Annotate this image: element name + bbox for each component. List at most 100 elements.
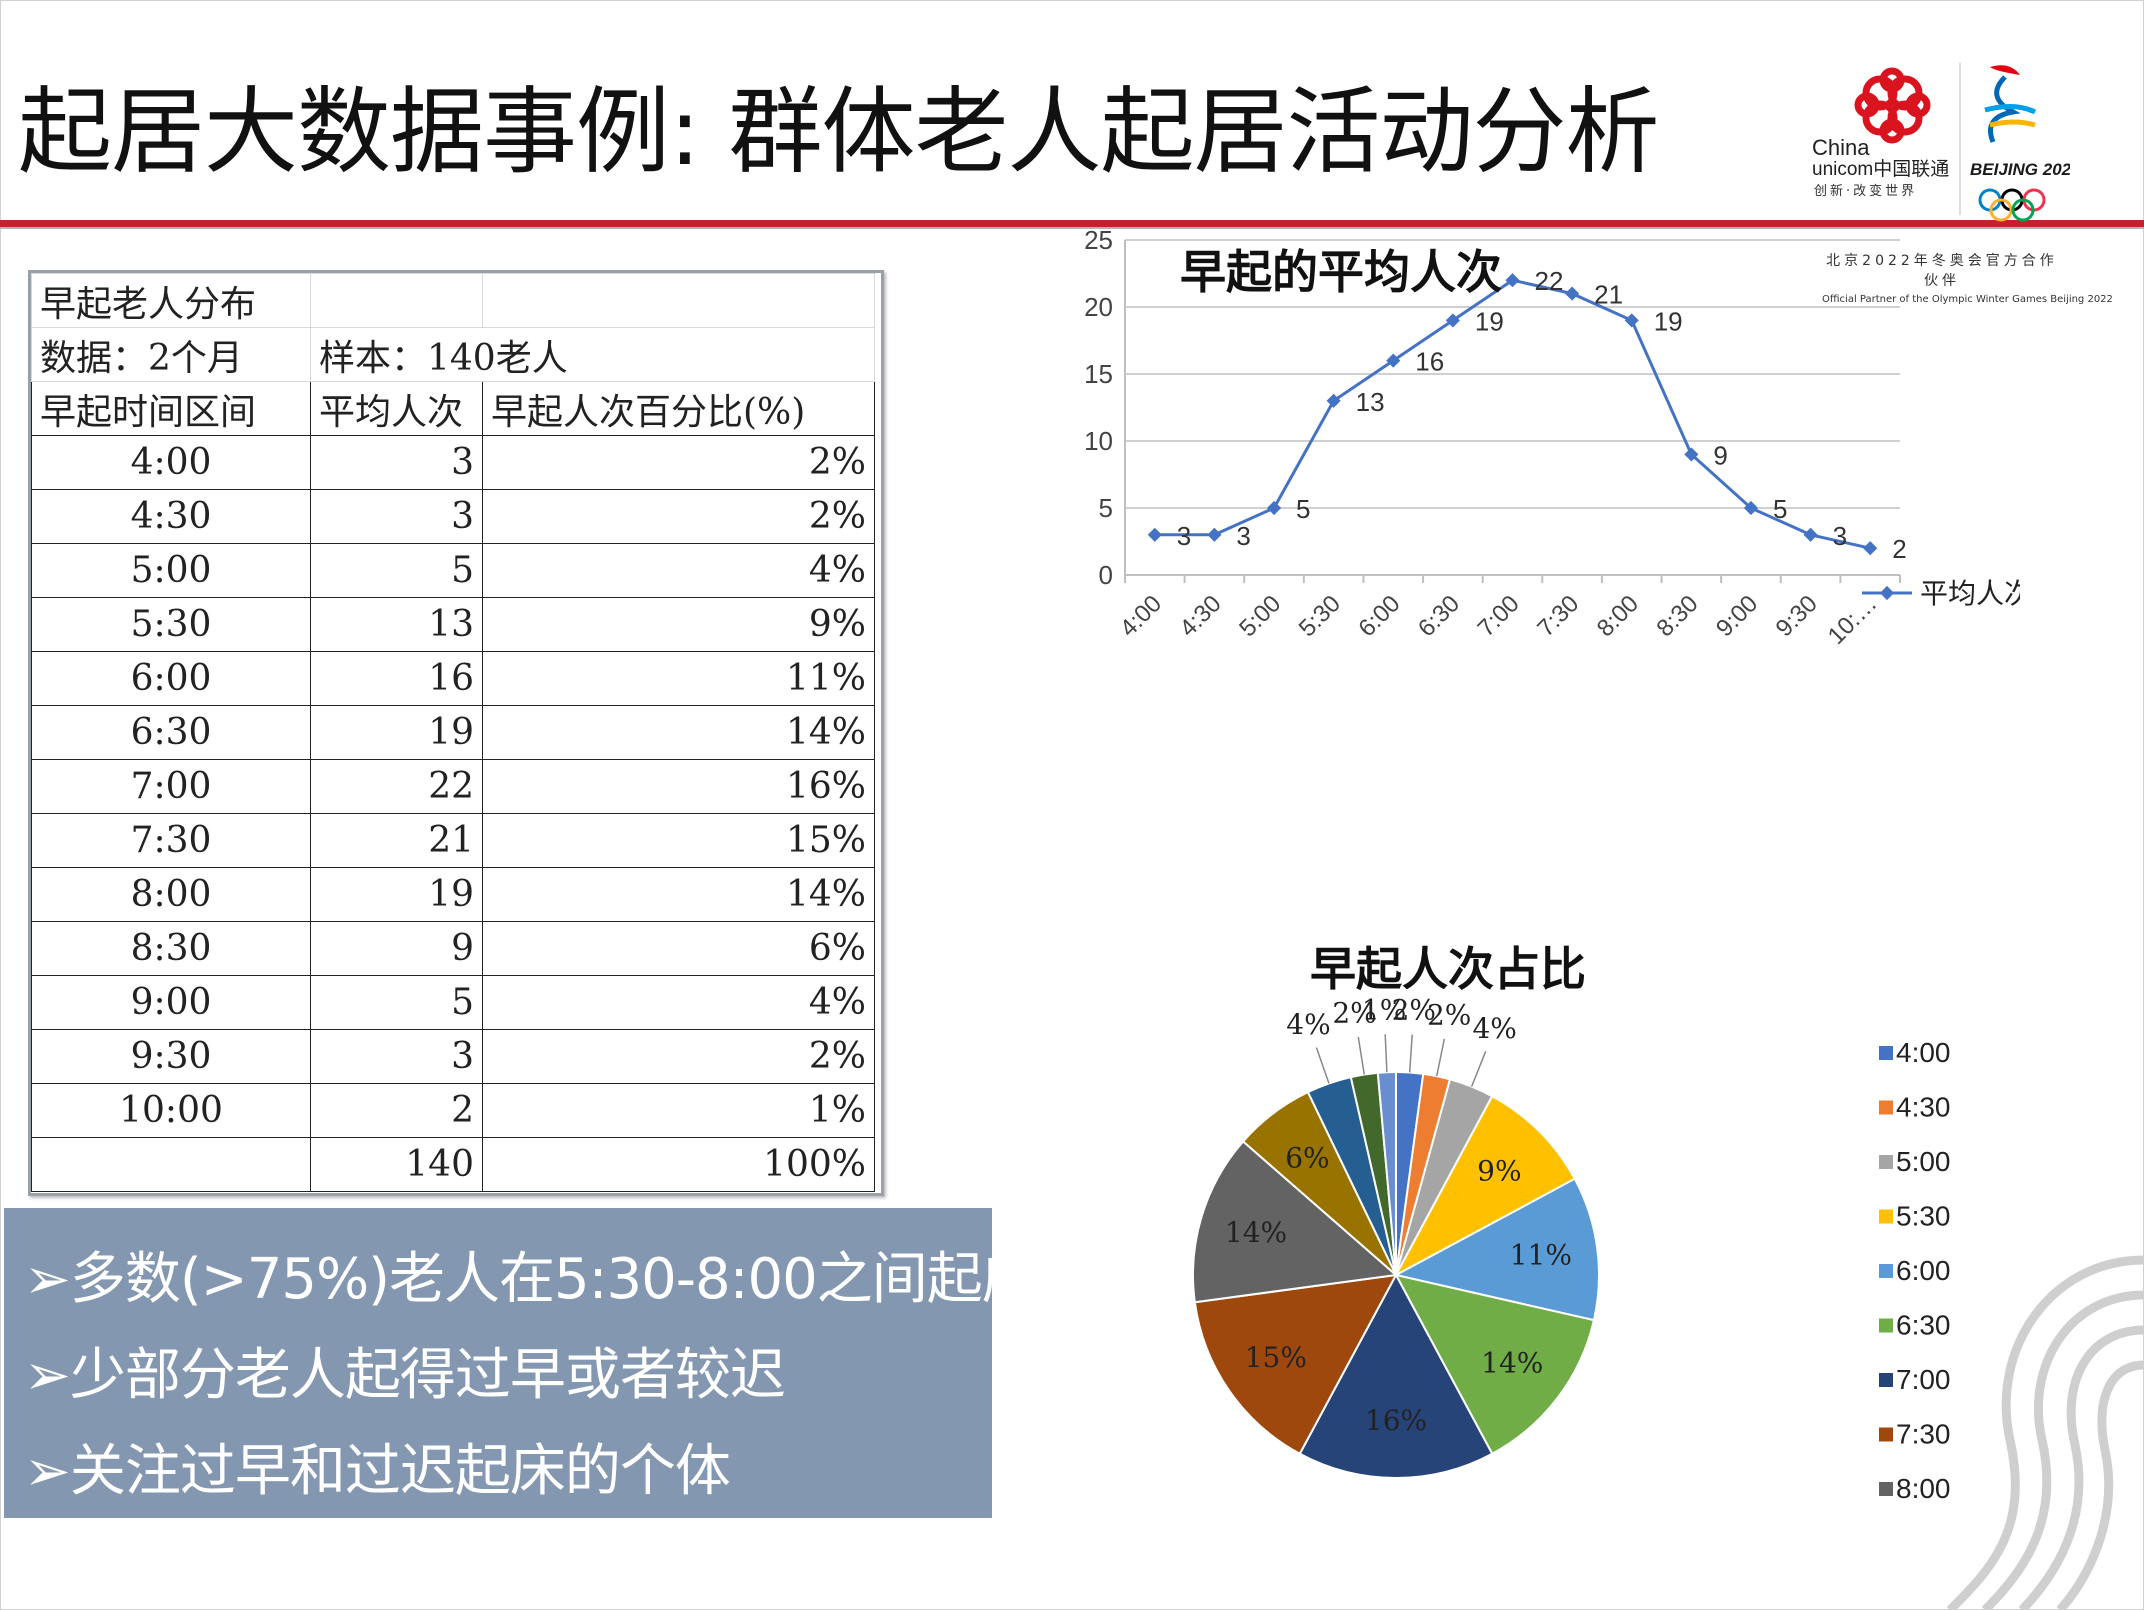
table-data-label: 数据：2个月 — [31, 327, 311, 382]
table-row: 7:30 21 15% — [31, 813, 875, 868]
data-label: 5 — [1296, 494, 1310, 524]
early-rising-table: 早起老人分布 数据：2个月 样本：140老人 早起时间区间 平均人次 早起人次百… — [28, 270, 884, 1196]
legend-swatch — [1879, 1427, 1893, 1442]
data-label: 5 — [1773, 494, 1787, 524]
bullet-2: ➢少部分老人起得过早或者较迟 — [24, 1343, 786, 1408]
legend-label: 5:00 — [1896, 1146, 1951, 1177]
legend-swatch — [1879, 1482, 1893, 1496]
x-tick-label: 8:30 — [1651, 590, 1703, 642]
cell-avg: 19 — [310, 867, 483, 922]
data-label: 3 — [1833, 521, 1847, 551]
data-point — [1207, 527, 1222, 542]
pie-slice — [1298, 1272, 1494, 1479]
logo-unicom-text: unicom中国联通 — [1812, 158, 1949, 180]
cell-time: 5:00 — [31, 543, 311, 598]
y-tick-label: 0 — [1099, 560, 1113, 590]
cell-avg: 5 — [310, 975, 483, 1030]
legend-swatch — [1879, 1155, 1893, 1169]
legend-label: 7:00 — [1896, 1364, 1951, 1395]
header-percent: 早起人次百分比(%) — [482, 381, 875, 436]
cell-avg: 3 — [310, 435, 483, 490]
logo-china-text: China — [1812, 135, 1870, 160]
pie-slice — [1393, 1094, 1577, 1278]
olympic-rings-icon — [1978, 188, 2046, 222]
cell-avg: 19 — [310, 705, 483, 760]
data-label: 9 — [1713, 440, 1727, 470]
table-row: 9:30 3 2% — [31, 1029, 875, 1084]
legend-label: 8:00 — [1896, 1473, 1951, 1504]
leader-line — [1470, 1051, 1487, 1087]
pie-percent-label: 14% — [1481, 1347, 1543, 1380]
beijing-2022-emblem-icon — [1984, 65, 2037, 143]
table-row: 6:30 19 14% — [31, 705, 875, 760]
partner-en: Official Partner of the Olympic Winter G… — [1822, 294, 2113, 305]
cell-percent: 4% — [482, 543, 875, 598]
cell-time: 7:30 — [31, 813, 311, 868]
legend-label: 4:00 — [1896, 1037, 1951, 1068]
cell-avg: 5 — [310, 543, 483, 598]
pie-percent-label: 4% — [1286, 1008, 1330, 1041]
table-row: 9:00 5 4% — [31, 975, 875, 1030]
slide-title: 起居大数据事例: 群体老人起居活动分析 — [18, 78, 1660, 187]
pie-slice — [1193, 1273, 1398, 1456]
x-tick-label: 10:… — [1823, 590, 1883, 650]
cell-avg: 9 — [310, 921, 483, 976]
cell-time: 4:00 — [31, 435, 311, 490]
legend-label: 7:30 — [1896, 1419, 1951, 1450]
pie-percent-label: 11% — [1510, 1238, 1572, 1271]
logo-slogan-text: 创新·改变世界 — [1814, 183, 1917, 199]
data-label: 13 — [1356, 387, 1385, 417]
cell-time — [31, 1137, 311, 1192]
x-tick-label: 6:00 — [1353, 590, 1405, 642]
table-sample-label: 样本：140老人 — [310, 327, 875, 382]
header-avg: 平均人次 — [310, 381, 483, 436]
pie-slice — [1393, 1177, 1600, 1322]
table-row: 6:00 16 11% — [31, 651, 875, 706]
table-total-row: 140 100% — [31, 1137, 875, 1192]
legend-label: 6:00 — [1896, 1255, 1951, 1286]
bullet-3: ➢关注过早和过迟起床的个体 — [24, 1439, 731, 1504]
y-tick-label: 5 — [1099, 493, 1113, 523]
data-point — [1743, 500, 1759, 516]
bullet-1: ➢多数(>75%)老人在5:30-8:00之间起床 — [24, 1247, 1038, 1312]
legend-swatch — [1879, 1373, 1893, 1387]
leader-line — [1384, 1034, 1388, 1073]
x-tick-label: 9:30 — [1771, 590, 1823, 642]
cell-percent: 2% — [482, 435, 875, 490]
cell-avg: 22 — [310, 759, 483, 814]
cell-percent: 15% — [482, 813, 875, 868]
cell-avg: 140 — [310, 1137, 483, 1192]
table-row: 8:30 9 6% — [31, 921, 875, 976]
cell-avg: 13 — [310, 597, 483, 652]
cell-percent: 2% — [482, 1029, 875, 1084]
title-underline-red — [0, 220, 2144, 227]
cell-time: 9:00 — [31, 975, 311, 1030]
logo-beijing-text: BEIJING 2022 — [1970, 160, 2070, 179]
pie-percent-label: 9% — [1477, 1155, 1521, 1188]
y-tick-label: 15 — [1084, 359, 1113, 389]
legend-label: 平均人次 — [1920, 577, 2020, 610]
legend-swatch — [1879, 1046, 1893, 1060]
cell-avg: 16 — [310, 651, 483, 706]
data-point — [1803, 527, 1818, 542]
pie-percent-label: 2% — [1332, 996, 1376, 1029]
legend-swatch — [1879, 1209, 1893, 1224]
x-tick-label: 9:00 — [1711, 590, 1763, 642]
cell-percent: 4% — [482, 975, 875, 1030]
cell-time: 8:30 — [31, 921, 311, 976]
leader-line — [1435, 1038, 1446, 1077]
cell-avg: 21 — [310, 813, 483, 868]
legend-swatch — [1879, 1264, 1893, 1278]
y-tick-label: 20 — [1084, 292, 1113, 322]
pie-percent-label: 6% — [1285, 1142, 1329, 1175]
table-row: 8:00 19 14% — [31, 867, 875, 922]
leader-line — [1315, 1047, 1330, 1084]
pie-percent-label: 2% — [1427, 998, 1471, 1031]
x-tick-label: 6:30 — [1413, 590, 1465, 642]
pie-percent-label: 14% — [1225, 1216, 1287, 1249]
table-row: 4:00 3 2% — [31, 435, 875, 490]
pie-slice — [1394, 1273, 1596, 1456]
x-tick-label: 8:00 — [1592, 590, 1644, 642]
cell-time: 8:00 — [31, 867, 311, 922]
cell-avg: 3 — [310, 1029, 483, 1084]
